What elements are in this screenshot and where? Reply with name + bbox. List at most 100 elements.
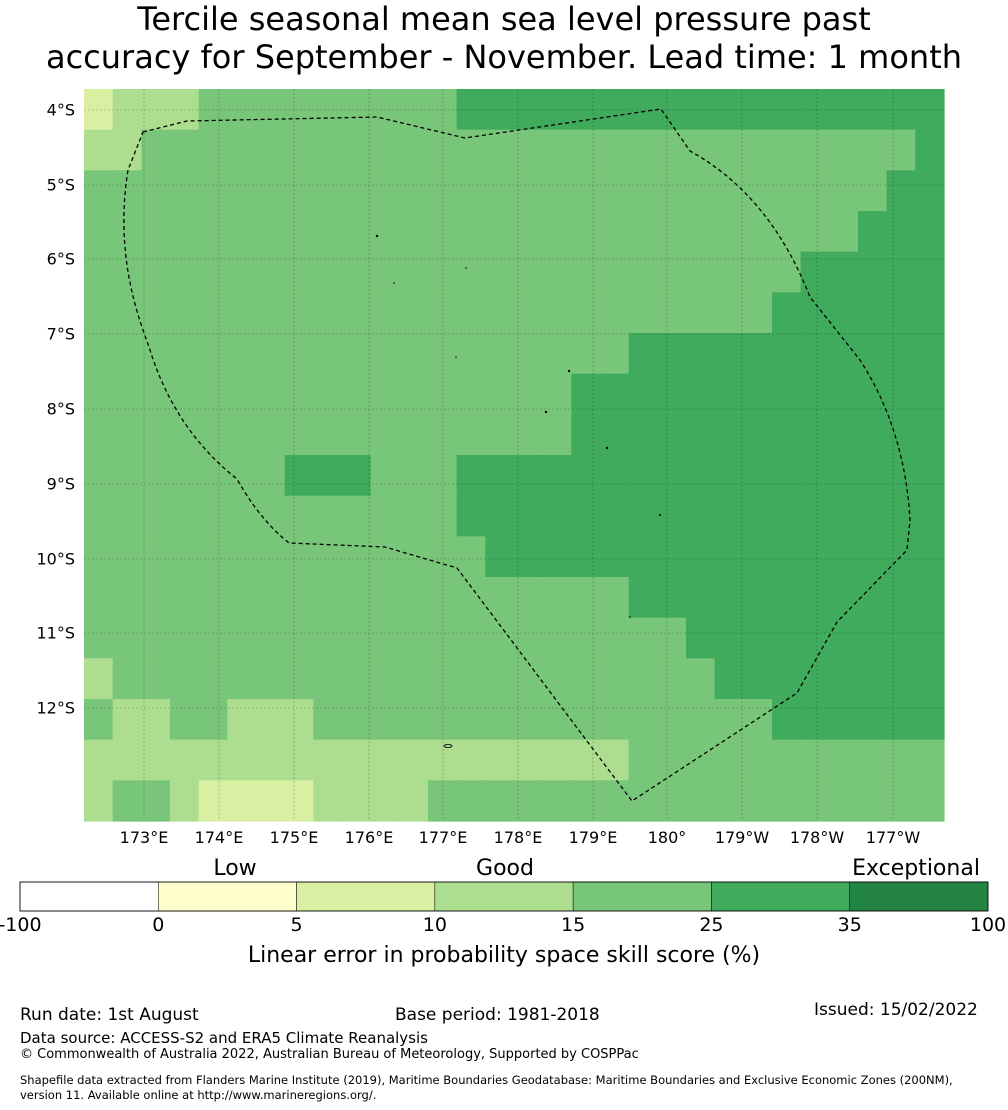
grid-cell: [542, 129, 572, 171]
grid-cell: [915, 658, 945, 700]
grid-cell: [514, 292, 544, 334]
grid-cell: [800, 780, 830, 822]
grid-cell: [170, 129, 200, 171]
grid-cell: [600, 699, 630, 741]
grid-cell: [485, 780, 515, 822]
grid-cell: [399, 251, 429, 293]
grid-cell: [170, 251, 200, 293]
grid-cell: [141, 129, 171, 171]
grid-cell: [571, 251, 601, 293]
grid-cell: [485, 129, 515, 171]
grid-cell: [514, 455, 544, 497]
grid-cell: [858, 495, 888, 537]
grid-cell: [714, 495, 744, 537]
colorbar: [19, 881, 989, 912]
grid-cell: [542, 89, 572, 131]
grid-cell: [714, 536, 744, 578]
grid-cell: [858, 292, 888, 334]
grid-cell: [84, 455, 114, 497]
grid-cell: [342, 577, 372, 619]
grid-cell: [141, 414, 171, 456]
grid-cell: [772, 373, 802, 415]
grid-cell: [227, 170, 257, 212]
grid-cell: [600, 617, 630, 659]
issued-date: Issued: 15/02/2022: [814, 1000, 978, 1020]
grid-cell: [485, 495, 515, 537]
grid-cell: [112, 211, 142, 253]
grid-cell: [342, 251, 372, 293]
grid-cell: [284, 170, 314, 212]
grid-cell: [542, 292, 572, 334]
grid-cell: [485, 333, 515, 375]
grid-cell: [456, 333, 486, 375]
grid-cell: [829, 170, 859, 212]
grid-cell: [370, 536, 400, 578]
grid-cell: [600, 89, 630, 131]
grid-cell: [542, 536, 572, 578]
grid-cell: [170, 577, 200, 619]
grid-cell: [886, 780, 916, 822]
grid-cell: [600, 211, 630, 253]
islands: [375, 234, 661, 748]
grid-cell: [886, 617, 916, 659]
colorbar-tick-label: 0: [152, 914, 165, 936]
grid-cell: [886, 170, 916, 212]
grid-cell: [829, 129, 859, 171]
grid-cell: [198, 251, 228, 293]
grid-cell: [284, 333, 314, 375]
grid-cell: [227, 211, 257, 253]
grid-cell: [456, 211, 486, 253]
grid-cell: [714, 373, 744, 415]
map-title-line-1: Tercile seasonal mean sea level pressure…: [137, 0, 871, 38]
grid-cell: [858, 455, 888, 497]
grid-cell: [342, 658, 372, 700]
grid-cell: [313, 455, 343, 497]
grid-cell: [456, 414, 486, 456]
grid-cell: [886, 495, 916, 537]
grid-cell: [84, 536, 114, 578]
island: [455, 356, 457, 358]
grid-cell: [227, 373, 257, 415]
grid-cell: [170, 292, 200, 334]
grid-cell: [170, 455, 200, 497]
grid-cell: [284, 89, 314, 131]
grid-cell: [428, 536, 458, 578]
grid-cell: [628, 89, 658, 131]
grid-cell: [886, 292, 916, 334]
grid-cell: [829, 577, 859, 619]
grid-cell: [915, 170, 945, 212]
grid-cell: [772, 536, 802, 578]
grid-cell: [399, 577, 429, 619]
grid-cell: [428, 89, 458, 131]
grid-cell: [428, 739, 458, 781]
grid-cell: [858, 536, 888, 578]
grid-cell: [915, 455, 945, 497]
grid-cell: [84, 211, 114, 253]
grid-cell: [198, 211, 228, 253]
grid-cell: [514, 577, 544, 619]
grid-cell: [256, 699, 286, 741]
grid-cell: [485, 658, 515, 700]
grid-cell: [428, 780, 458, 822]
grid-cell: [858, 699, 888, 741]
grid-cell: [858, 658, 888, 700]
grid-cell: [456, 536, 486, 578]
grid-cell: [886, 89, 916, 131]
grid-cell: [600, 577, 630, 619]
grid-cell: [227, 780, 257, 822]
grid-cell: [141, 333, 171, 375]
grid-cell: [456, 739, 486, 781]
grid-cell: [829, 739, 859, 781]
grid-cell: [886, 333, 916, 375]
grid-cell: [141, 780, 171, 822]
grid-cell: [284, 292, 314, 334]
grid-cell: [514, 495, 544, 537]
grid-cell: [571, 780, 601, 822]
grid-cell: [542, 780, 572, 822]
colorbar-tick-label: 100: [969, 914, 1007, 936]
grid-cell: [571, 739, 601, 781]
island: [605, 446, 609, 450]
grid-cell: [571, 373, 601, 415]
grid-cell: [542, 455, 572, 497]
colorbar-tick-label: 35: [837, 914, 862, 936]
